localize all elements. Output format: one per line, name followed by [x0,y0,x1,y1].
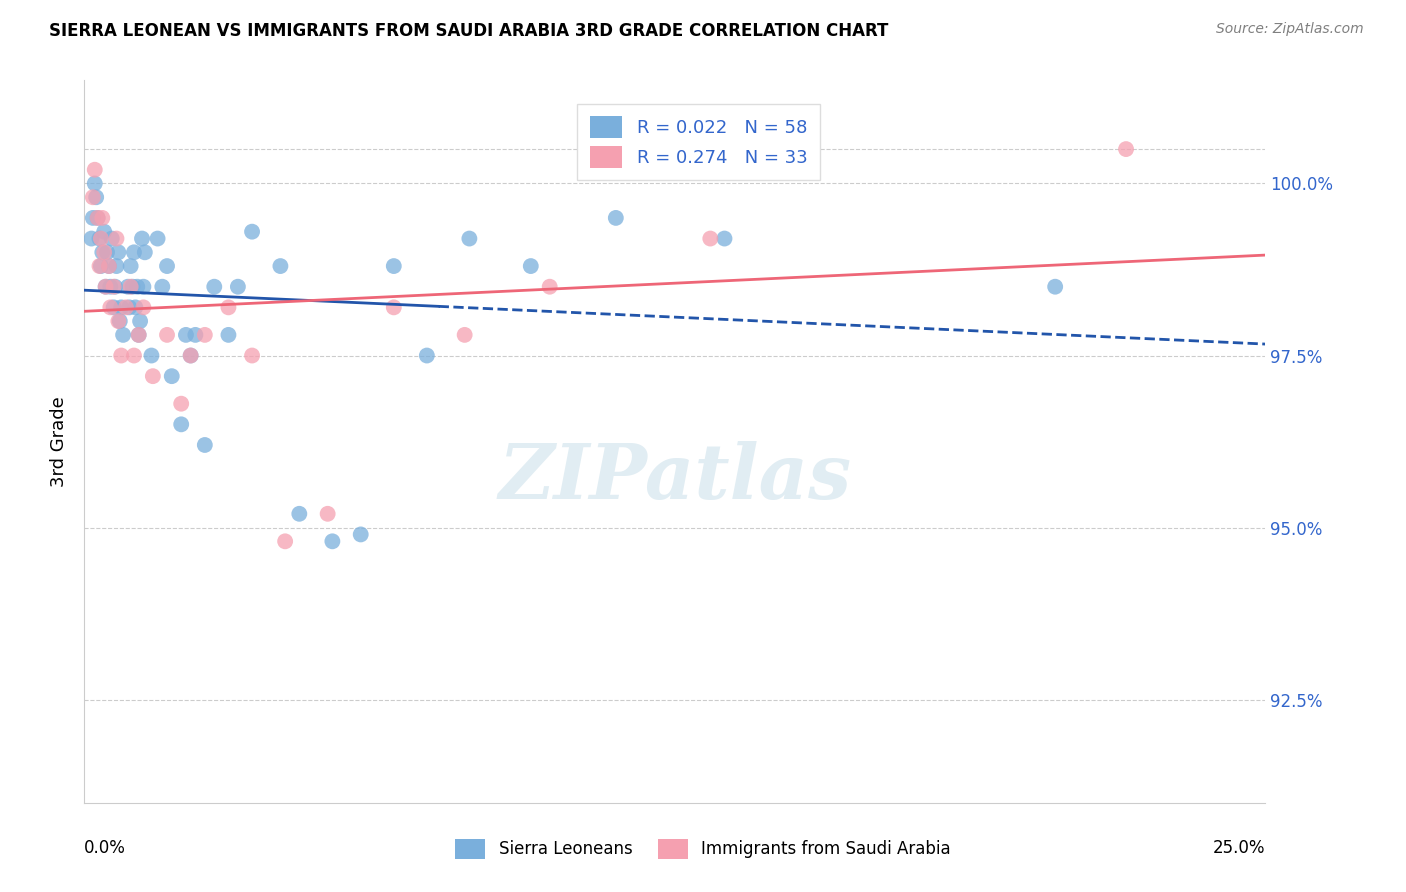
Point [194,438,217,452]
Point [699,231,721,245]
Point [82,211,104,225]
Point [160,369,183,384]
Point [90,259,112,273]
Point [120,259,142,273]
Point [103,279,125,293]
Point [288,507,311,521]
Point [115,301,138,315]
Point [321,534,343,549]
Point [108,314,131,328]
Text: ZIPatlas: ZIPatlas [498,441,852,515]
Point [98,279,121,293]
Point [129,314,152,328]
Point [89,259,111,273]
Point [110,301,132,315]
Text: 25.0%: 25.0% [1213,838,1265,857]
Text: SIERRA LEONEAN VS IMMIGRANTS FROM SAUDI ARABIA 3RD GRADE CORRELATION CHART: SIERRA LEONEAN VS IMMIGRANTS FROM SAUDI … [49,22,889,40]
Point [93,245,115,260]
Point [382,259,405,273]
Point [105,259,128,273]
Point [350,527,373,541]
Point [103,301,125,315]
Point [131,231,153,245]
Point [107,314,129,328]
Point [180,349,202,363]
Point [117,279,139,293]
Point [110,349,132,363]
Point [91,245,114,260]
Point [91,211,114,225]
Point [156,259,179,273]
Point [217,301,239,315]
Point [713,231,735,245]
Point [128,327,150,342]
Point [134,245,156,260]
Point [520,259,543,273]
Point [269,259,291,273]
Point [94,279,117,293]
Point [170,397,193,411]
Point [141,349,163,363]
Point [605,211,627,225]
Point [97,259,120,273]
Point [538,279,561,293]
Y-axis label: 3rd Grade: 3rd Grade [49,396,67,487]
Point [226,279,249,293]
Point [128,327,150,342]
Point [202,279,225,293]
Legend: Sierra Leoneans, Immigrants from Saudi Arabia: Sierra Leoneans, Immigrants from Saudi A… [449,832,957,866]
Point [146,231,169,245]
Point [122,349,145,363]
Point [1115,142,1137,156]
Point [217,327,239,342]
Point [274,534,297,549]
Point [122,245,145,260]
Point [1043,279,1066,293]
Point [458,231,481,245]
Point [453,327,475,342]
Point [124,301,146,315]
Text: Source: ZipAtlas.com: Source: ZipAtlas.com [1216,22,1364,37]
Point [127,279,149,293]
Point [83,177,105,191]
Point [156,327,179,342]
Point [84,190,107,204]
Point [83,162,105,177]
Point [105,231,128,245]
Point [194,327,217,342]
Point [174,327,197,342]
Point [118,301,141,315]
Point [121,279,143,293]
Point [98,301,121,315]
Point [240,225,263,239]
Point [120,279,142,293]
Point [80,231,103,245]
Point [240,349,263,363]
Point [416,349,439,363]
Point [170,417,193,432]
Point [104,279,127,293]
Point [86,211,108,225]
Point [93,225,115,239]
Point [90,231,112,245]
Point [382,301,405,315]
Point [112,327,135,342]
Text: 0.0%: 0.0% [84,838,127,857]
Point [86,211,108,225]
Point [316,507,339,521]
Point [100,231,122,245]
Point [107,245,129,260]
Point [184,327,207,342]
Point [180,349,202,363]
Point [82,190,104,204]
Point [97,259,120,273]
Point [132,301,155,315]
Point [132,279,155,293]
Legend: R = 0.022   N = 58, R = 0.274   N = 33: R = 0.022 N = 58, R = 0.274 N = 33 [576,103,820,180]
Point [150,279,173,293]
Point [96,245,118,260]
Point [89,231,111,245]
Point [142,369,165,384]
Point [94,279,117,293]
